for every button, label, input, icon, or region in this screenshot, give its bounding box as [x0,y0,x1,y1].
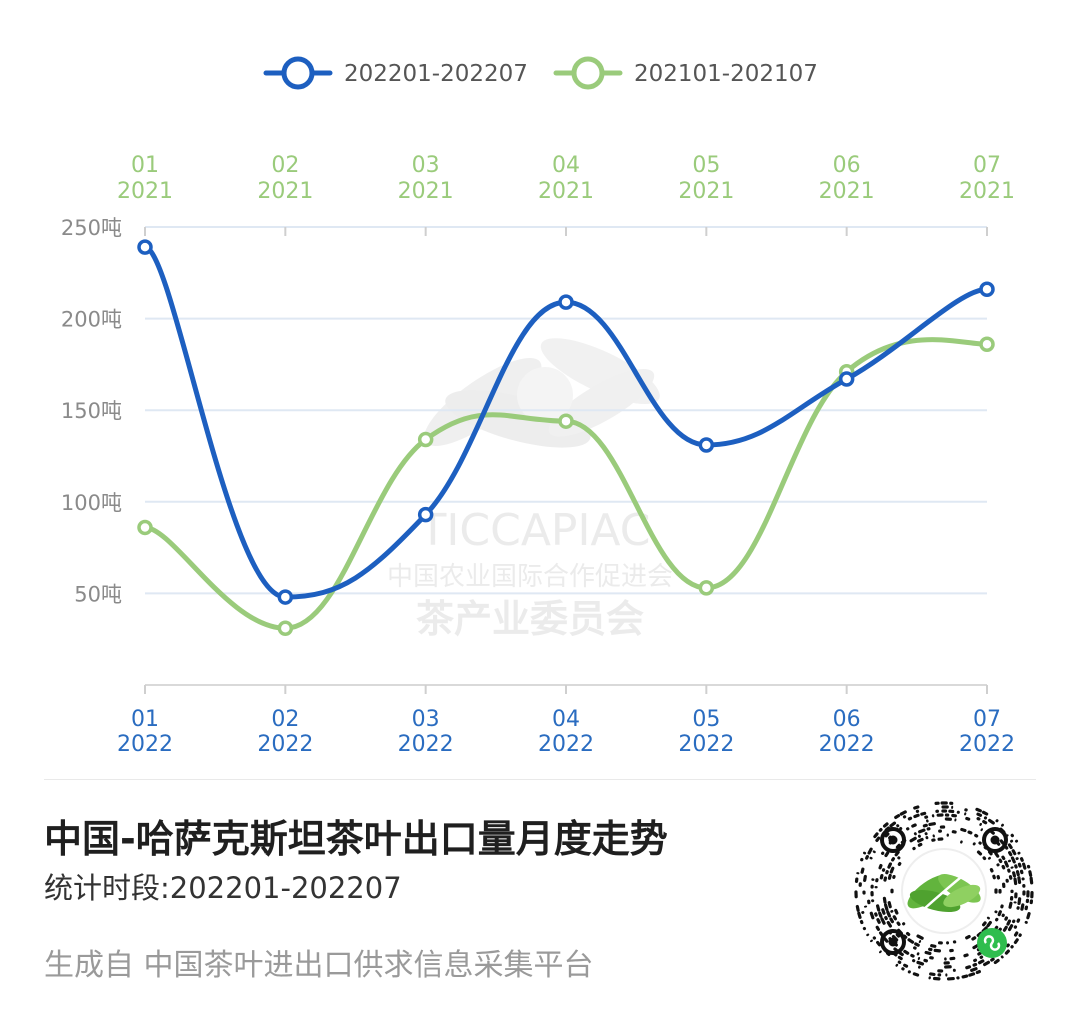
axes: 50吨100吨150吨200吨250吨012022012021022022022… [61,153,1015,757]
data-point-2021 [698,580,715,596]
x-tick-label-top-month: 07 [973,153,1001,178]
data-point-2022 [838,371,855,387]
x-tick-label-bottom-month: 04 [552,707,580,732]
data-point-2022 [137,239,153,255]
series-line-2022 [142,244,990,600]
y-tick-label: 150吨 [61,399,122,423]
x-tick-label-top-year: 2021 [959,179,1015,204]
x-tick-label-top-year: 2021 [398,179,454,204]
statistics-period: 统计时段:202201-202207 [44,871,402,905]
watermark-org-abbr: TICCAPIAC [419,505,651,556]
leaf-logo-icon [424,338,660,448]
legend-item-2022[interactable]: 202201-202207 [263,56,528,90]
x-tick-label-bottom-month: 07 [973,707,1001,732]
data-point-2022 [277,589,294,605]
series-layer [137,239,995,636]
data-point-2021 [417,431,434,448]
x-tick-label-top-year: 2021 [678,179,734,204]
data-point-2021 [137,519,153,536]
data-point-2021 [558,413,574,429]
watermark-org-line1: 中国农业国际合作促进会 [387,562,673,592]
x-tick-label-top-month: 04 [552,153,580,178]
x-tick-label-bottom-month: 03 [412,707,440,732]
x-tick-label-top-month: 03 [412,153,440,178]
data-point-2022 [979,281,995,298]
data-point-2022 [417,506,434,523]
legend-label-2022: 202201-202207 [344,61,528,87]
x-tick-label-bottom-month: 01 [131,707,159,732]
chart: TICCAPIAC 中国农业国际合作促进会 茶产业委员会 202201-2022… [61,56,1015,757]
x-tick-label-bottom-year: 2022 [819,732,875,757]
watermark-org-line2: 茶产业委员会 [416,596,644,641]
legend: 202201-202207 202101-202107 [263,56,818,90]
x-tick-label-top-year: 2021 [117,179,173,204]
x-tick-label-bottom-month: 02 [271,707,299,732]
x-tick-label-top-year: 2021 [538,179,594,204]
x-tick-label-top-month: 02 [271,153,299,178]
x-tick-label-top-month: 06 [833,153,861,178]
x-tick-label-top-month: 05 [692,153,720,178]
x-tick-label-bottom-year: 2022 [538,732,594,757]
x-tick-label-bottom-year: 2022 [959,732,1015,757]
y-tick-label: 200吨 [61,308,122,332]
x-tick-label-top-month: 01 [131,153,159,178]
y-tick-label: 50吨 [74,582,122,606]
x-tick-label-bottom-year: 2022 [678,732,734,757]
x-tick-label-top-year: 2021 [819,179,875,204]
x-tick-label-bottom-year: 2022 [398,732,454,757]
x-tick-label-bottom-month: 05 [692,707,720,732]
data-point-2022 [698,437,715,453]
x-tick-label-top-year: 2021 [257,179,313,204]
data-point-2022 [558,294,574,310]
y-tick-label: 250吨 [61,216,122,240]
y-tick-label: 100吨 [61,491,122,515]
leaf-logo-icon [907,872,981,913]
divider [44,779,1036,780]
data-point-2021 [277,620,294,636]
data-point-2021 [979,336,995,352]
chart-title: 中国-哈萨克斯坦茶叶出口量月度走势 [44,817,668,861]
legend-item-2021[interactable]: 202101-202107 [553,56,818,90]
legend-label-2021: 202101-202107 [634,61,818,87]
x-tick-label-bottom-year: 2022 [257,732,313,757]
mini-program-qr-code-icon[interactable] [853,800,1035,982]
source-note: 生成自 中国茶叶进出口供求信息采集平台 [44,948,594,983]
x-tick-label-bottom-year: 2022 [117,732,173,757]
x-tick-label-bottom-month: 06 [833,707,861,732]
